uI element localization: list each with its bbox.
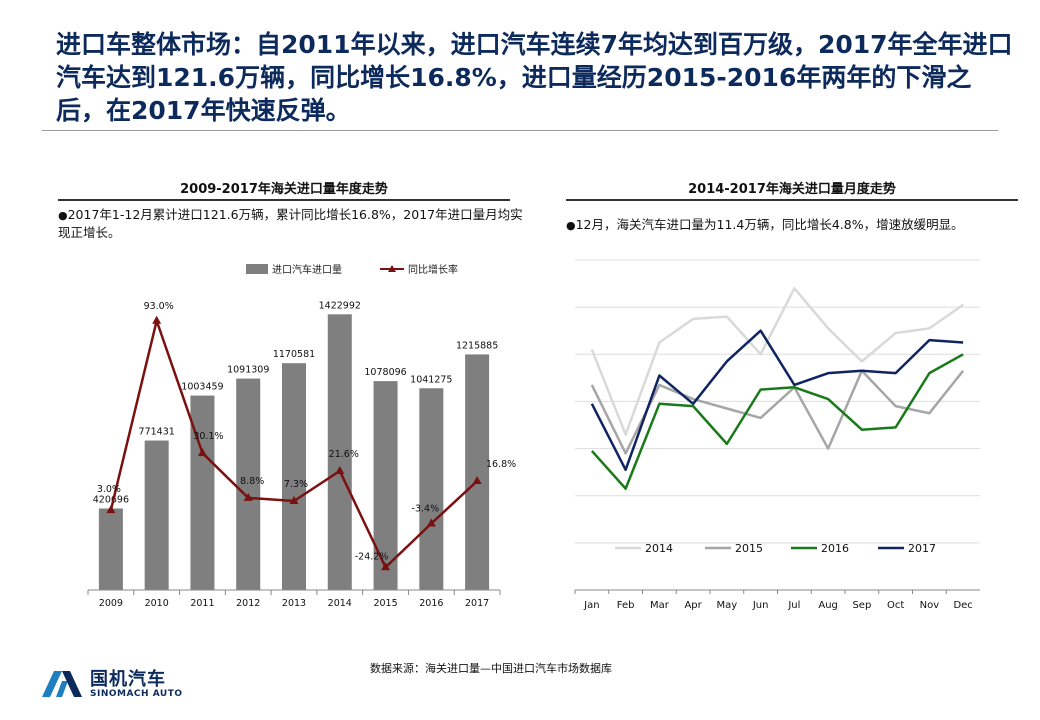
logo-subtitle: SINOMACH AUTO (90, 689, 183, 699)
x-tick-label-Sep: Sep (852, 600, 871, 611)
x-tick-label-Dec: Dec (953, 600, 972, 611)
data-source: 数据来源：海关进口量—中国进口汽车市场数据库 (370, 660, 612, 676)
x-tick-label-Apr: Apr (684, 600, 702, 611)
sinomach-logo-icon (40, 667, 84, 699)
x-tick-label-Jan: Jan (583, 600, 599, 611)
legend-label-2015: 2015 (735, 542, 763, 555)
x-tick-label-Oct: Oct (887, 600, 904, 611)
legend-label-2016: 2016 (821, 542, 849, 555)
monthly-import-chart: Jan Feb Mar Apr May Jun Jul Aug Sep Oct Nov Dec 2014… (0, 0, 1040, 720)
x-tick-label-Feb: Feb (617, 600, 635, 611)
x-tick-label-May: May (717, 600, 738, 611)
x-tick-label-Aug: Aug (818, 600, 838, 611)
x-tick-label-Mar: Mar (650, 600, 670, 611)
legend-label-2017: 2017 (908, 542, 936, 555)
x-tick-label-Jun: Jun (752, 600, 769, 611)
logo-name: 国机汽车 (90, 665, 166, 691)
legend-label-2014: 2014 (645, 542, 673, 555)
x-tick-label-Jul: Jul (787, 600, 800, 611)
x-tick-label-Nov: Nov (920, 600, 940, 611)
company-logo: 国机汽车 SINOMACH AUTO (40, 665, 220, 705)
